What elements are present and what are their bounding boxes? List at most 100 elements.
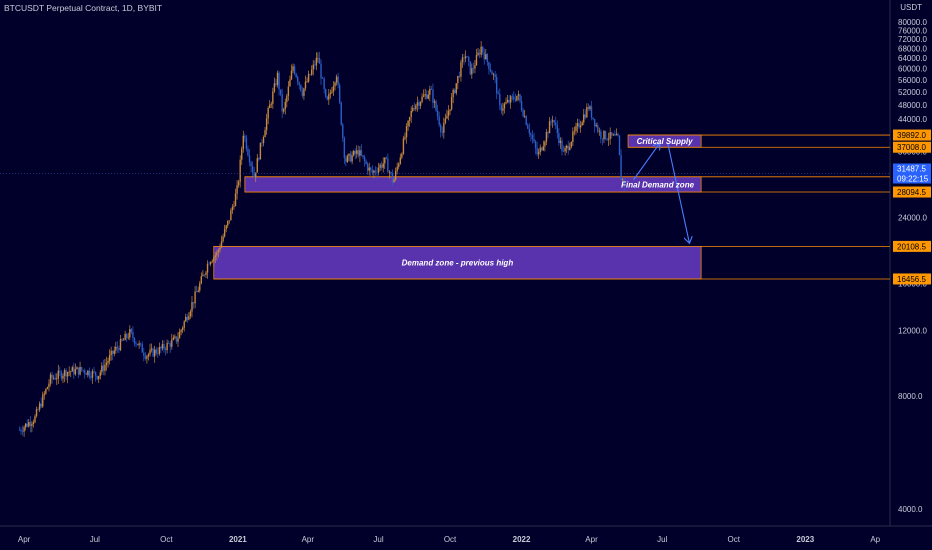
candle-body [398, 163, 400, 167]
candle-body [586, 107, 588, 118]
candle-body [495, 76, 498, 94]
candle-body [399, 157, 402, 164]
candle-body [223, 229, 226, 237]
currency-label[interactable]: USDT [900, 3, 922, 12]
candle-body [133, 338, 136, 344]
y-tick-label: 80000.0 [898, 18, 927, 27]
candle-body [505, 102, 507, 104]
candle-body [492, 74, 495, 76]
candle-body [192, 302, 195, 304]
candle-body [584, 114, 587, 118]
candle-body [110, 350, 112, 356]
x-tick-label: Jul [90, 535, 100, 544]
candle-body [155, 349, 157, 354]
candle-body [579, 125, 582, 128]
candle-body [433, 101, 436, 103]
candle-body [514, 99, 517, 101]
candle-body [293, 66, 296, 74]
y-tick-label: 4000.0 [898, 505, 923, 514]
candle-body [216, 252, 218, 256]
candle-body [351, 155, 353, 162]
candle-body [203, 274, 206, 276]
candle-body [195, 291, 198, 293]
candle-body [122, 339, 125, 341]
candle-body [267, 108, 269, 119]
candle-body [105, 362, 108, 365]
candle-body [401, 153, 403, 158]
candle-body [18, 429, 21, 431]
y-tick-label: 60000.0 [898, 65, 927, 74]
candle-body [331, 91, 333, 93]
candle-body [189, 311, 192, 317]
candle-body [73, 367, 75, 375]
candle-body [385, 157, 388, 159]
candle-body [469, 61, 471, 75]
candle-body [509, 96, 512, 103]
candle-body [228, 220, 231, 221]
zone-box[interactable] [244, 176, 702, 193]
candle-body [270, 103, 272, 105]
candle-body [202, 274, 204, 277]
candle-body [486, 54, 489, 63]
candle-body [388, 172, 391, 173]
candle-body [118, 348, 120, 351]
candle-body [396, 166, 398, 171]
forecast-arrow[interactable] [633, 143, 659, 181]
candle-body [211, 261, 213, 263]
candle-body [481, 46, 484, 53]
candle-body [225, 225, 227, 230]
candle-body [269, 104, 271, 109]
candle-body [295, 73, 297, 78]
candle-body [595, 125, 597, 127]
candle-body [286, 95, 288, 103]
candle-body [227, 220, 229, 226]
x-tick-label: Ap [870, 535, 880, 544]
candle-body [272, 91, 274, 104]
candle-body [217, 249, 220, 253]
candle-body [320, 63, 322, 79]
candle-body [208, 263, 210, 265]
candle-body [63, 370, 66, 376]
candle-body [413, 108, 415, 110]
candle-body [191, 302, 193, 312]
candle-body [415, 105, 417, 110]
candle-body [265, 118, 268, 131]
candle-body [146, 356, 148, 359]
candle-body [464, 56, 467, 59]
candle-body [363, 156, 366, 162]
candle-body [430, 88, 433, 90]
zone-top-price-tag: 20108.5 [897, 242, 926, 251]
candle-body [427, 94, 429, 99]
x-tick-label: 2021 [229, 535, 247, 544]
forecast-arrow[interactable] [667, 142, 690, 243]
candle-body [365, 161, 367, 164]
candle-body [94, 371, 97, 376]
candle-body [354, 150, 356, 154]
candle-body [244, 135, 246, 138]
zone-box[interactable] [213, 245, 702, 280]
zone-box[interactable] [627, 134, 702, 148]
candle-body [158, 347, 161, 354]
candle-body [163, 343, 165, 350]
candle-body [357, 150, 360, 156]
candle-body [513, 96, 515, 100]
candle-body [258, 158, 260, 160]
candle-body [338, 84, 341, 103]
candle-body [461, 57, 464, 63]
candle-body [136, 343, 139, 346]
candle-body [180, 329, 182, 333]
candle-body [317, 57, 319, 59]
candle-body [615, 133, 618, 136]
candle-body [366, 163, 369, 171]
candle-body [562, 151, 565, 152]
candle-body [174, 336, 176, 338]
candle-body [499, 94, 501, 105]
candle-body [177, 338, 179, 342]
candle-body [62, 375, 64, 379]
candle-body [424, 94, 426, 96]
candle-body [387, 158, 389, 173]
candle-body [371, 170, 374, 173]
candle-body [132, 331, 134, 339]
candle-body [66, 372, 69, 377]
